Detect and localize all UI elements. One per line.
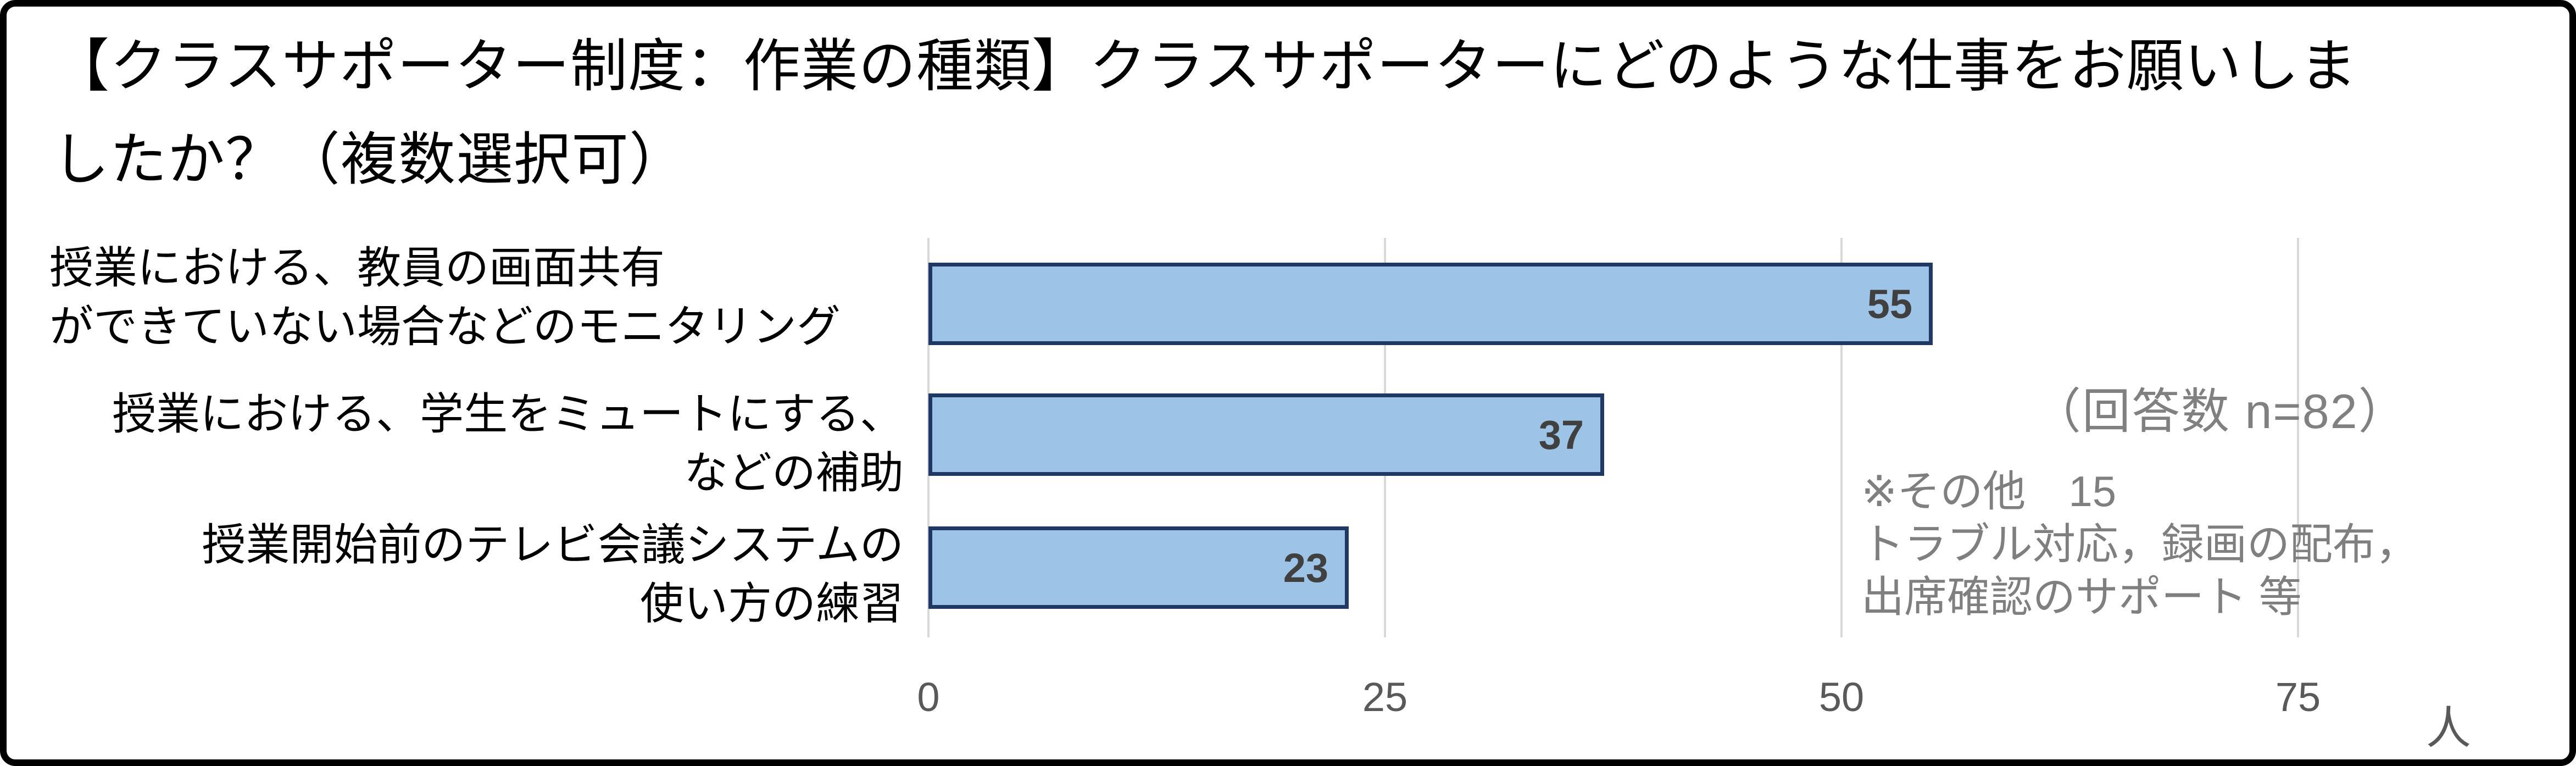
gridline-75	[2297, 238, 2299, 637]
bar-value-label: 23	[1283, 545, 1328, 591]
x-axis-tick-75: 75	[2275, 674, 2321, 720]
category-label-monitoring: 授業における、教員の画面共有 ができていない場合などのモニタリング	[49, 238, 904, 356]
category-label-mute-assist: 授業における、学生をミュートにする、 などの補助	[49, 385, 904, 502]
category-label-line: 授業における、教員の画面共有	[49, 243, 665, 292]
category-label-line: 授業開始前のテレビ会議システムの	[202, 520, 904, 569]
x-axis-tick-50: 50	[1818, 674, 1865, 720]
bar-value-label: 55	[1867, 281, 1912, 327]
x-axis-tick-25: 25	[1362, 674, 1408, 720]
bar-practice: 23	[928, 526, 1349, 609]
other-note-line: 出席確認のサポート 等	[1861, 573, 2302, 621]
category-label-line: ができていない場合などのモニタリング	[49, 302, 841, 351]
other-note-annotation: ※その他 15 トラブル対応，録画の配布， 出席確認のサポート 等	[1861, 465, 2418, 623]
chart-title-line-1: 【クラスサポーター制度：作業の種類】クラスサポーターにどのような仕事をお願いしま	[52, 35, 2357, 98]
category-label-line: などの補助	[684, 448, 904, 497]
x-axis-tick-0: 0	[917, 674, 940, 720]
bar-mute-assist: 37	[928, 393, 1604, 476]
chart-title: 【クラスサポーター制度：作業の種類】クラスサポーターにどのような仕事をお願いしま…	[52, 20, 2541, 207]
chart-title-line-2: したか？（複数選択可）	[52, 128, 687, 192]
gridline-50	[1840, 238, 1843, 637]
other-note-line: ※その他 15	[1861, 467, 2117, 515]
response-count-annotation: （回答数 n=82）	[2033, 384, 2408, 438]
category-label-practice: 授業開始前のテレビ会議システムの 使い方の練習	[49, 515, 904, 633]
bar-value-label: 37	[1538, 412, 1584, 458]
x-axis-unit-label: 人	[2426, 703, 2472, 753]
other-note-line: トラブル対応，録画の配布，	[1861, 520, 2419, 568]
bar-monitoring: 55	[928, 263, 1933, 345]
category-label-line: 授業における、学生をミュートにする、	[112, 390, 904, 438]
category-label-line: 使い方の練習	[640, 579, 904, 628]
